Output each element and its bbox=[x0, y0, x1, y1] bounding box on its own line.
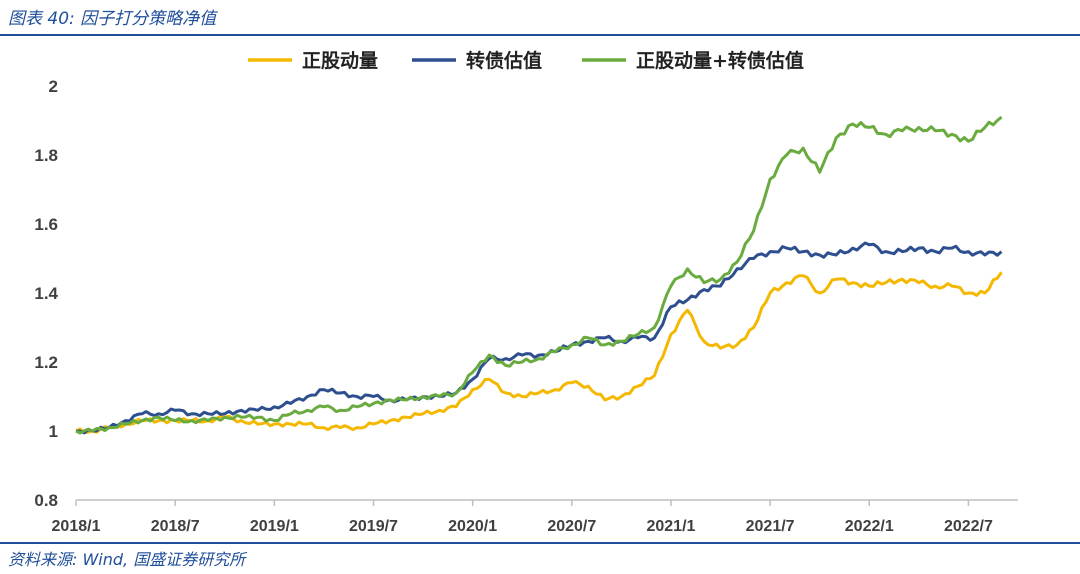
legend-label-1: 正股动量 bbox=[302, 50, 378, 72]
x-tick-label: 2018/1 bbox=[52, 518, 101, 535]
y-tick-label: 1.2 bbox=[34, 353, 58, 372]
x-tick-label: 2022/1 bbox=[845, 518, 894, 535]
header-rule bbox=[0, 34, 1080, 36]
x-tick-label: 2021/7 bbox=[746, 518, 795, 535]
x-tick-label: 2020/7 bbox=[547, 518, 596, 535]
y-tick-label: 2 bbox=[49, 77, 58, 96]
footer-rule bbox=[0, 542, 1080, 544]
legend-label-2: 转债估值 bbox=[466, 49, 542, 72]
source-note: 资料来源: Wind, 国盛证券研究所 bbox=[8, 550, 246, 569]
y-tick-label: 1.4 bbox=[34, 284, 58, 303]
x-tick-label: 2019/7 bbox=[349, 518, 398, 535]
series-line-2 bbox=[75, 241, 1003, 435]
series-line-1 bbox=[75, 271, 1003, 434]
y-tick-label: 1.8 bbox=[34, 146, 58, 165]
x-tick-label: 2022/7 bbox=[944, 518, 993, 535]
y-tick-label: 0.8 bbox=[34, 491, 58, 510]
x-tick-label: 2020/1 bbox=[448, 518, 497, 535]
series-line-3 bbox=[75, 115, 1003, 435]
x-tick-label: 2019/1 bbox=[250, 518, 299, 535]
header: 图表 40: 因子打分策略净值 bbox=[0, 0, 1080, 38]
line-chart: 0.8 1 1.2 1.4 1.6 1.8 2 2018/1 2018/7 2019/1 2019/… bbox=[34, 49, 1018, 535]
y-tick-label: 1 bbox=[49, 422, 58, 441]
y-tick-label: 1.6 bbox=[34, 215, 58, 234]
legend-label-3: 正股动量+转债估值 bbox=[636, 49, 804, 72]
x-tick-label: 2021/1 bbox=[646, 518, 695, 535]
figure-title: 图表 40: 因子打分策略净值 bbox=[8, 9, 217, 29]
x-tick-label: 2018/7 bbox=[151, 518, 200, 535]
